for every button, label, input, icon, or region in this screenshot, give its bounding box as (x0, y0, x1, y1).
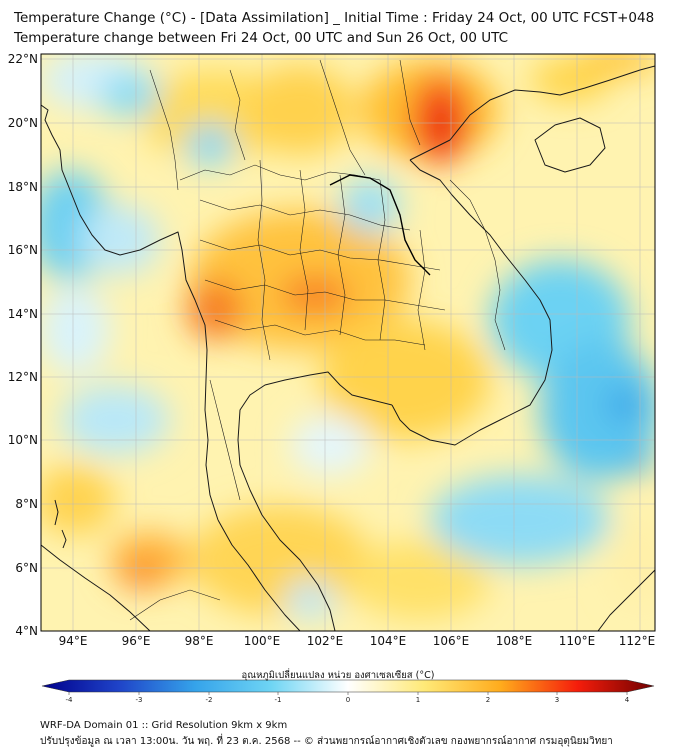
lon-label: 112°E (619, 634, 656, 648)
colorbar-tick-label: 0 (346, 696, 350, 704)
lat-label: 18°N (8, 180, 38, 194)
lon-label: 110°E (559, 634, 596, 648)
lat-label: 6°N (15, 561, 38, 575)
lat-label: 8°N (15, 497, 38, 511)
footer-credit: ปรับปรุงข้อมูล ณ เวลา 13:00น. วัน พฤ. ที… (40, 736, 613, 747)
map-subtitle: Temperature change between Fri 24 Oct, 0… (14, 30, 509, 46)
lat-label: 22°N (8, 52, 38, 66)
colorbar-tick-label: 4 (625, 696, 630, 704)
lat-label: 4°N (15, 624, 38, 638)
colorbar-tick-label: -3 (136, 696, 143, 704)
graticule (41, 54, 655, 631)
lon-label: 102°E (307, 634, 344, 648)
admin-borders (129, 59, 506, 621)
latitude-labels: 22°N 20°N 18°N 16°N 14°N 12°N 10°N 8°N 6… (8, 52, 38, 638)
lon-label: 94°E (59, 634, 88, 648)
temperature-field (41, 54, 655, 631)
longitude-labels: 94°E 96°E 98°E 100°E 102°E 104°E 106°E 1… (59, 634, 656, 648)
lat-label: 10°N (8, 433, 38, 447)
lon-label: 106°E (433, 634, 470, 648)
lon-label: 104°E (370, 634, 407, 648)
lat-label: 16°N (8, 243, 38, 257)
colorbar-tick-label: -2 (206, 696, 213, 704)
coastlines (41, 65, 655, 631)
colorbar-tick-label: 2 (486, 696, 490, 704)
lon-label: 98°E (185, 634, 214, 648)
lon-label: 100°E (244, 634, 281, 648)
footer-model-info: WRF-DA Domain 01 :: Grid Resolution 9km … (40, 720, 288, 731)
lat-label: 14°N (8, 307, 38, 321)
map-title: Temperature Change (°C) - [Data Assimila… (14, 10, 655, 26)
colorbar: -4 -3 -2 -1 0 1 2 3 4 (41, 679, 655, 704)
colorbar-tick-label: 1 (416, 696, 420, 704)
colorbar-title: อุณหภูมิเปลี่ยนแปลง หน่วย องศาเซลเซียส (… (241, 670, 435, 681)
lon-label: 108°E (496, 634, 533, 648)
colorbar-tick-label: -1 (275, 696, 282, 704)
map-frame (40, 53, 656, 632)
country-borders (329, 174, 431, 276)
colorbar-tick-label: -4 (66, 696, 74, 704)
lon-label: 96°E (122, 634, 151, 648)
lat-label: 12°N (8, 370, 38, 384)
lat-label: 20°N (8, 116, 38, 130)
colorbar-tick-label: 3 (555, 696, 559, 704)
